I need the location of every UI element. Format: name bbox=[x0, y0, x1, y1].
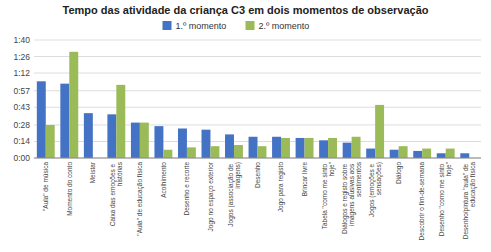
legend: 1.º momento 2.º momento bbox=[163, 21, 310, 31]
bar bbox=[37, 81, 46, 158]
bar bbox=[437, 153, 446, 158]
bar bbox=[69, 52, 78, 158]
x-tick-label: Descobrir o fim-de-semana bbox=[418, 162, 425, 241]
y-tick-label: 0:14 bbox=[13, 136, 30, 146]
bar bbox=[319, 140, 328, 158]
y-tick-label: 0:43 bbox=[13, 102, 30, 112]
x-tick-label: Desenho/pintura "aula" de educação físic… bbox=[462, 162, 477, 240]
legend-swatch bbox=[163, 21, 172, 30]
x-tick-label: Diálogos e registo sobre imagens alusiva… bbox=[341, 161, 362, 234]
y-tick-label: 0:57 bbox=[13, 86, 30, 96]
bar bbox=[234, 145, 243, 158]
x-tick-label: "Aula" de música bbox=[42, 162, 49, 211]
bar bbox=[154, 126, 163, 158]
bar bbox=[187, 147, 196, 158]
legend-label: 2.º momento bbox=[259, 21, 310, 31]
x-tick-label: Diálogo bbox=[395, 162, 403, 184]
bar bbox=[258, 146, 267, 158]
x-tick-label: Jogo no espaço exterior bbox=[207, 161, 215, 231]
x-axis-line bbox=[34, 158, 481, 159]
bar bbox=[281, 138, 290, 158]
grid-line bbox=[34, 90, 481, 91]
bar bbox=[422, 149, 431, 158]
x-tick-label: Brincar livre bbox=[301, 162, 308, 197]
x-tick-label: Acolhimento bbox=[160, 162, 167, 198]
bar bbox=[84, 113, 93, 158]
x-tick-label: Desenho "como me sinto hoje" bbox=[438, 161, 453, 236]
y-tick-label: 0:00 bbox=[13, 153, 30, 163]
bar bbox=[178, 129, 187, 159]
legend-label: 1.º momento bbox=[176, 21, 227, 31]
bar bbox=[460, 153, 469, 158]
x-tick-label: Jogos (associação de imagens) bbox=[227, 162, 242, 227]
x-tick-label: Desenho bbox=[254, 162, 261, 188]
bar bbox=[249, 137, 258, 158]
bar bbox=[116, 85, 125, 158]
x-tick-label: Jogo para registo bbox=[277, 162, 285, 213]
title: Tempo das atividade da criança C3 em doi… bbox=[63, 4, 429, 16]
bar bbox=[107, 114, 116, 158]
grid-line bbox=[34, 73, 481, 74]
x-tick-label: Caixa das emoções e histórias bbox=[109, 161, 123, 226]
bar bbox=[163, 150, 172, 158]
bar bbox=[202, 130, 211, 158]
bar bbox=[375, 105, 384, 158]
y-tick-label: 0:28 bbox=[13, 120, 30, 130]
x-tick-label: "Aula" de educação física bbox=[136, 162, 144, 236]
x-tick-label: Meistar bbox=[89, 161, 96, 183]
bar bbox=[343, 143, 352, 158]
bar bbox=[225, 134, 234, 158]
x-tick-label: Desenho e recorte bbox=[183, 162, 190, 216]
bar bbox=[131, 123, 140, 158]
y-axis: 0:00 0:14 0:28 0:43 0:57 1:12 1:26 1:40 bbox=[13, 35, 481, 163]
x-tick-label: Momento do conto bbox=[66, 162, 73, 216]
x-tick-label: Tabela "como me sinto hoje" bbox=[321, 161, 336, 229]
x-axis: "Aula" de música Momento do conto Meistar C… bbox=[42, 161, 477, 240]
grid-line bbox=[34, 107, 481, 108]
y-tick-label: 1:26 bbox=[13, 52, 30, 62]
bars bbox=[37, 52, 469, 158]
bar bbox=[272, 137, 281, 158]
grid-line bbox=[34, 56, 481, 57]
bar bbox=[366, 149, 375, 158]
bar bbox=[399, 146, 408, 158]
x-tick-label: Jogos (emoções e sensações) bbox=[368, 162, 383, 217]
bar bbox=[390, 150, 399, 158]
grid-line bbox=[34, 124, 481, 125]
y-tick-label: 1:40 bbox=[13, 35, 30, 45]
grid-line bbox=[34, 40, 481, 41]
bar bbox=[413, 151, 422, 158]
bar bbox=[352, 137, 361, 158]
grid-line bbox=[34, 158, 481, 159]
y-tick-label: 1:12 bbox=[13, 68, 30, 78]
bar bbox=[140, 123, 149, 158]
bar bbox=[296, 138, 305, 158]
legend-swatch bbox=[246, 21, 255, 30]
bar bbox=[328, 138, 337, 158]
bar bbox=[60, 84, 69, 158]
bar bbox=[210, 146, 219, 158]
bar bbox=[305, 138, 314, 158]
bar bbox=[46, 125, 55, 158]
chart: Tempo das atividade da criança C3 em doi… bbox=[0, 0, 491, 252]
bar bbox=[446, 149, 455, 158]
